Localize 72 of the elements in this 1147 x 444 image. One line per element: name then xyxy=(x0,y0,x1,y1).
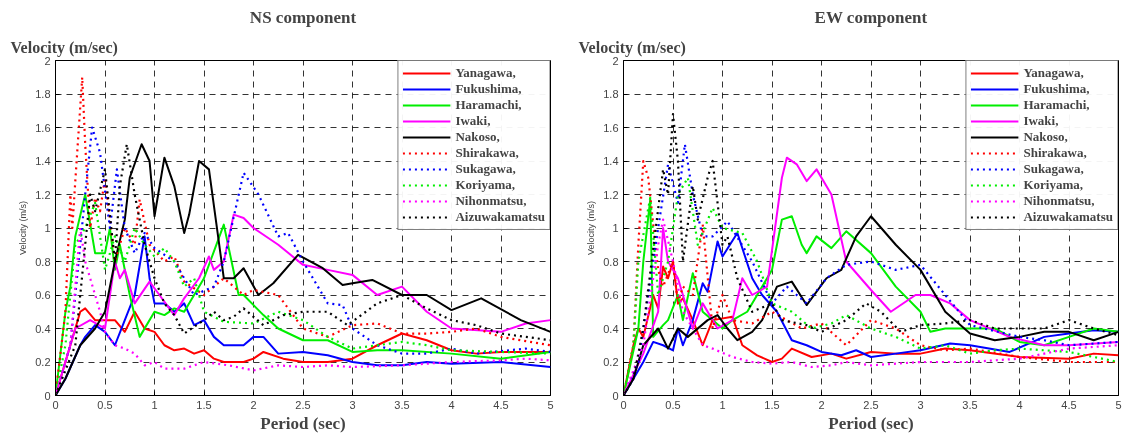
x-axis-title: Period (sec) xyxy=(260,413,346,433)
legend-label: Iwaki, xyxy=(455,113,491,129)
x-tick-label: 2.5 xyxy=(295,398,311,411)
legend-label: Koriyama, xyxy=(455,177,515,193)
legend-label: Sukagawa, xyxy=(455,161,516,177)
legend-label: Nihonmatsu, xyxy=(1023,193,1095,209)
x-tick-label: 1 xyxy=(719,398,726,411)
legend-label: Aizuwakamatsu xyxy=(1023,209,1113,225)
x-tick-label: 4.5 xyxy=(1061,398,1077,411)
y-tick-label: 0 xyxy=(44,389,51,402)
text: Velocity (m/sec) xyxy=(578,38,686,57)
x-tick-label: 4.5 xyxy=(493,398,509,411)
legend-label: Nihonmatsu, xyxy=(455,193,527,209)
legend-label: Iwaki, xyxy=(1023,113,1059,129)
legend-label: Shirakawa, xyxy=(1023,145,1087,161)
y-tick-label: 0.6 xyxy=(35,289,51,301)
legend-label: Haramachi, xyxy=(1023,97,1090,113)
x-tick-label: 0.5 xyxy=(97,398,113,411)
y-tick-label: 1.4 xyxy=(35,155,51,167)
legend-label: Yanagawa, xyxy=(1023,65,1084,81)
y-tick-label: 1.8 xyxy=(603,88,619,100)
text: Velocity (m/sec) xyxy=(10,38,118,57)
x-tick-label: 3 xyxy=(917,398,924,411)
y-tick-label: 1.2 xyxy=(603,188,619,201)
y-tick-label: 1 xyxy=(44,222,51,234)
x-tick-label: 2.5 xyxy=(863,398,879,411)
y-axis-title: Velocity (m/s) xyxy=(18,200,29,255)
x-tick-label: 1.5 xyxy=(764,398,780,411)
y-tick-label: 2 xyxy=(44,54,51,67)
y-tick-label: 1.4 xyxy=(603,155,619,167)
y-tick-label: 1.2 xyxy=(35,188,51,201)
y-axis-title: Velocity (m/s) xyxy=(586,200,597,255)
y-tick-label: 0.8 xyxy=(35,255,51,268)
x-tick-label: 5 xyxy=(1115,398,1122,411)
y-tick-label: 0.4 xyxy=(35,322,51,335)
x-tick-label: 3.5 xyxy=(962,398,978,411)
legend-label: Yanagawa, xyxy=(455,65,516,81)
legend-label: Fukushima, xyxy=(1023,81,1090,97)
y-tick-label: 1.6 xyxy=(35,121,51,134)
y-tick-label: 2 xyxy=(612,54,619,67)
x-tick-label: 0 xyxy=(52,398,59,411)
x-tick-label: 2 xyxy=(250,398,257,411)
legend-label: Fukushima, xyxy=(455,81,522,97)
y-tick-label: 0 xyxy=(612,389,619,402)
x-tick-label: 5 xyxy=(547,398,554,411)
y-tick-label: 0.2 xyxy=(603,356,619,368)
legend-label: Shirakawa, xyxy=(455,145,519,161)
chart-title: NS component xyxy=(249,7,357,27)
x-tick-label: 0.5 xyxy=(665,398,681,411)
legend-label: Haramachi, xyxy=(455,97,522,113)
x-tick-label: 4 xyxy=(1016,398,1023,411)
x-axis-title: Period (sec) xyxy=(828,413,914,433)
y-tick-label: 0.6 xyxy=(603,289,619,301)
y-tick-label: 1.6 xyxy=(603,121,619,134)
x-tick-label: 3 xyxy=(349,398,356,411)
chart-title: EW component xyxy=(814,7,928,27)
legend-label: Nakoso, xyxy=(1023,129,1068,145)
y-tick-label: 1.8 xyxy=(35,88,51,100)
legend-label: Aizuwakamatsu xyxy=(455,209,545,225)
y-tick-label: 0.4 xyxy=(603,322,619,335)
x-tick-label: 2 xyxy=(818,398,825,411)
y-tick-label: 0.2 xyxy=(35,356,51,368)
x-tick-label: 4 xyxy=(448,398,455,411)
y-tick-label: 0.8 xyxy=(603,255,619,268)
legend-label: Nakoso, xyxy=(455,129,500,145)
x-tick-label: 1.5 xyxy=(196,398,212,411)
legend-label: Sukagawa, xyxy=(1023,161,1084,177)
x-tick-label: 0 xyxy=(620,398,627,411)
y-tick-label: 1 xyxy=(612,222,619,234)
x-tick-label: 3.5 xyxy=(394,398,410,411)
legend-label: Koriyama, xyxy=(1023,177,1083,193)
x-tick-label: 1 xyxy=(151,398,158,411)
